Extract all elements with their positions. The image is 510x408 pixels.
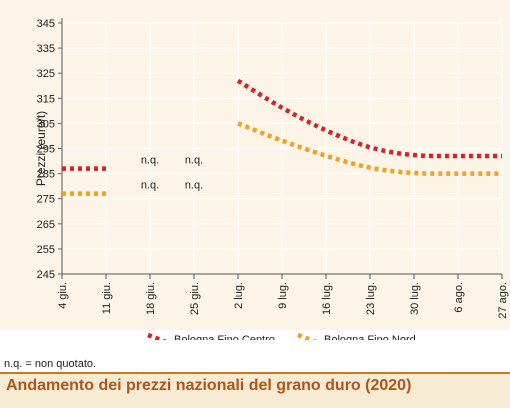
x-tick-label: 11 giu. [101,282,113,314]
legend-swatch [148,335,174,340]
x-tick-label: 4 giu. [57,282,69,309]
y-tick-label: 325 [37,68,55,80]
x-tick-label: 6 ago. [453,282,465,313]
x-tick-label: 2 lug. [233,282,245,309]
chart-title: Andamento dei prezzi nazionali del grano… [6,377,411,395]
nq-annotation: n.q. [141,180,159,192]
x-tick-label: 25 giu. [189,282,201,315]
nq-annotation: n.q. [185,180,203,192]
y-tick-label: 265 [37,219,55,231]
note-text: n.q. = non quotato. [4,358,96,370]
legend-label: Bologna Fino Centro [174,334,275,340]
y-tick-label: 315 [37,93,55,105]
y-tick-label: 275 [37,194,55,206]
y-tick-label: 335 [37,43,55,55]
nq-annotation: n.q. [185,155,203,167]
y-tick-label: 255 [37,244,55,256]
x-tick-label: 18 giu. [145,282,157,315]
legend-swatch [298,335,324,340]
x-tick-label: 16 lug. [321,282,333,315]
y-tick-label: 245 [37,269,55,281]
y-axis-label: Prezzi (euro/t) [34,111,48,186]
x-tick-label: 9 lug. [277,282,289,309]
x-tick-label: 27 ago. [497,282,509,319]
y-tick-label: 345 [37,18,55,30]
legend-label: Bologna Fino Nord [324,334,416,340]
nq-annotation: n.q. [141,155,159,167]
x-tick-label: 23 lug. [365,282,377,315]
x-tick-label: 30 lug. [409,282,421,315]
